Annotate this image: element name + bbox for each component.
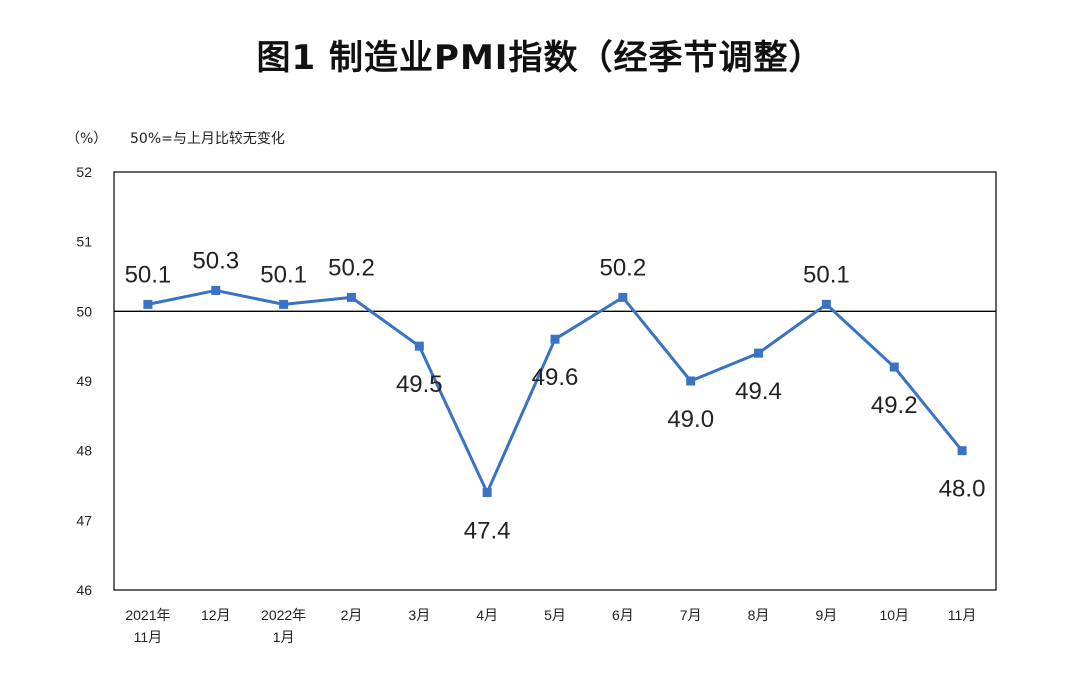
x-tick-label: 2021年 bbox=[125, 607, 170, 623]
data-label: 50.2 bbox=[328, 254, 375, 281]
data-label: 50.1 bbox=[260, 261, 307, 288]
x-tick-label: 9月 bbox=[815, 607, 837, 623]
y-tick-label: 46 bbox=[76, 582, 92, 598]
data-label: 47.4 bbox=[464, 517, 511, 544]
data-point-marker bbox=[211, 285, 221, 295]
data-label: 50.1 bbox=[803, 261, 850, 288]
data-label: 49.4 bbox=[735, 378, 782, 405]
x-tick-label: 8月 bbox=[748, 607, 770, 623]
data-point-marker bbox=[821, 299, 831, 309]
chart-title: 图1 制造业PMI指数（经季节调整） bbox=[256, 38, 824, 78]
x-tick-label: 4月 bbox=[476, 607, 498, 623]
data-point-marker bbox=[143, 299, 153, 309]
series-line bbox=[147, 288, 964, 494]
y-tick-label: 49 bbox=[76, 373, 92, 389]
data-point-marker bbox=[550, 334, 560, 344]
x-tick-label: 2022年 bbox=[261, 607, 306, 623]
y-tick-label: 51 bbox=[76, 234, 92, 250]
x-tick-label: 3月 bbox=[408, 607, 430, 623]
data-point-marker bbox=[482, 487, 492, 497]
data-point-marker bbox=[346, 292, 356, 302]
x-tick-label: 10月 bbox=[879, 607, 909, 623]
data-label: 50.1 bbox=[125, 261, 172, 288]
y-tick-label: 52 bbox=[76, 164, 92, 180]
y-tick-label: 50 bbox=[76, 303, 92, 319]
x-tick-label: 6月 bbox=[612, 607, 634, 623]
x-tick-label: 7月 bbox=[680, 607, 702, 623]
data-point-marker bbox=[754, 348, 764, 358]
x-tick-label: 11月 bbox=[948, 607, 977, 623]
data-label: 49.0 bbox=[667, 406, 714, 433]
data-label: 49.2 bbox=[871, 392, 918, 419]
data-label: 49.6 bbox=[532, 364, 579, 391]
data-point-marker bbox=[957, 446, 967, 456]
reference-note: 50%=与上月比较无变化 bbox=[130, 131, 285, 147]
y-tick-label: 48 bbox=[76, 443, 92, 459]
x-tick-label: 5月 bbox=[544, 607, 566, 623]
data-label: 48.0 bbox=[939, 476, 986, 503]
data-label: 50.2 bbox=[599, 254, 646, 281]
x-tick-label: 2月 bbox=[341, 607, 363, 623]
x-tick-label: 12月 bbox=[201, 607, 231, 623]
data-point-marker bbox=[686, 376, 696, 386]
plot-frame bbox=[113, 171, 997, 591]
data-point-marker bbox=[889, 362, 899, 372]
data-point-marker bbox=[279, 299, 289, 309]
data-label: 49.5 bbox=[396, 371, 443, 398]
data-point-marker bbox=[618, 292, 628, 302]
data-label: 50.3 bbox=[192, 247, 239, 274]
x-tick-label: 1月 bbox=[273, 629, 295, 645]
x-tick-label: 11月 bbox=[134, 629, 163, 645]
data-point-marker bbox=[414, 341, 424, 351]
y-tick-label: 47 bbox=[76, 512, 92, 528]
y-unit-label: （%） bbox=[66, 131, 108, 147]
